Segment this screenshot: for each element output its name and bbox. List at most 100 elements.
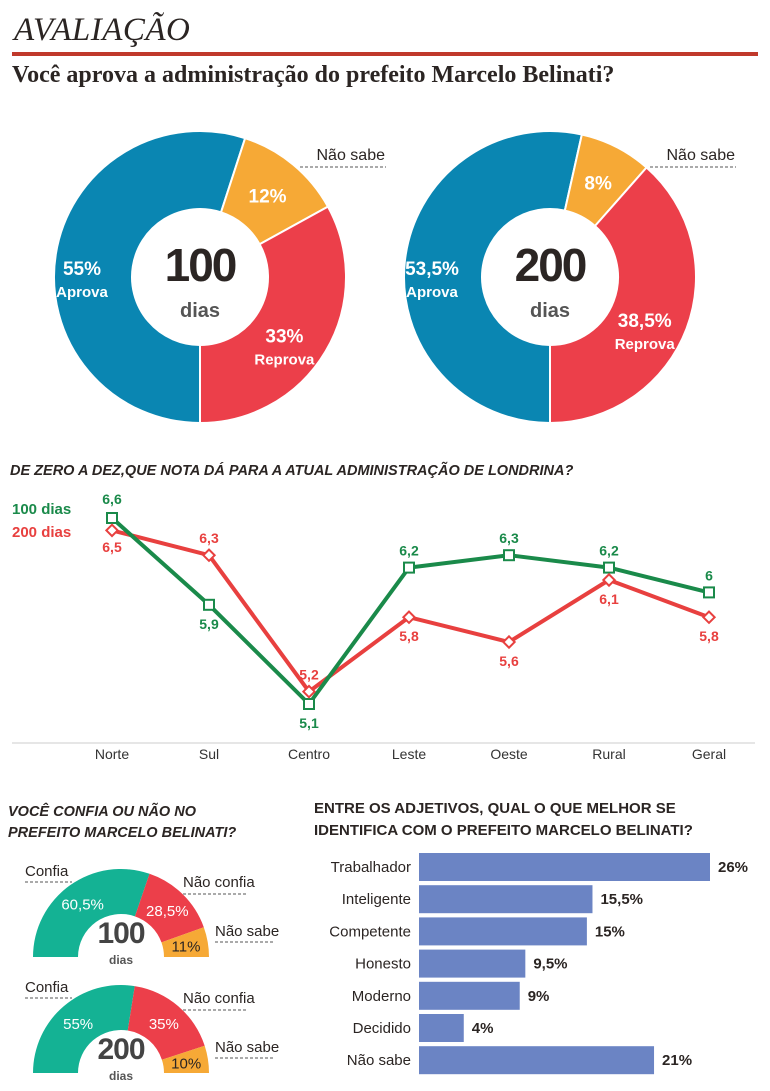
bar-category-label-6: Não sabe <box>347 1052 411 1069</box>
bar-5 <box>419 1014 464 1042</box>
gauge1-slice-nao-confia <box>134 873 204 943</box>
bar-4 <box>419 981 520 1010</box>
bar-category-label-4: Moderno <box>352 988 411 1005</box>
point-200-dias-1 <box>201 548 217 563</box>
gauge2-nao-confia-value: 35% <box>149 1016 179 1033</box>
donut2-aprova-label: Aprova <box>406 284 458 301</box>
gauge1-nao-confia-label: Não confia <box>183 874 255 891</box>
point-200-dias-3 <box>401 610 417 625</box>
donut1-slice-reprova <box>199 205 347 425</box>
gauge2-nao-sabe-value: 10% <box>171 1056 201 1073</box>
donut2-nao-sabe-callout: Não sabe <box>667 147 736 164</box>
data-label-100-dias-5: 6,2 <box>599 543 619 559</box>
bar-value-label-1: 15,5% <box>600 891 643 908</box>
x-tick-label-5: Rural <box>592 746 625 762</box>
donut1-slice-aprova <box>53 130 247 425</box>
gauge2-slice-nao-confia <box>127 986 205 1060</box>
adjectives-title-line2: IDENTIFICA COM O PREFEITO MARCELO BELINA… <box>314 822 693 839</box>
page-title: AVALIAÇÃO <box>14 12 191 48</box>
gauge1-slice-nao-sabe <box>161 927 209 957</box>
point-100-dias-6 <box>703 586 715 599</box>
donut1-aprova-value: 55% <box>63 259 101 280</box>
data-label-100-dias-2: 5,1 <box>299 715 319 731</box>
trust-title-line2: PREFEITO MARCELO BELINATI? <box>8 825 237 841</box>
data-label-200-dias-1: 6,3 <box>199 530 219 546</box>
gauge1-center-unit: dias <box>109 953 133 967</box>
x-tick-label-0: Norte <box>95 746 129 762</box>
gauge1-slice-confia <box>33 869 150 957</box>
bar-0 <box>419 853 710 881</box>
data-label-100-dias-6: 6 <box>705 567 713 583</box>
x-tick-label-2: Centro <box>288 746 330 762</box>
donut2-nao-sabe-value: 8% <box>584 174 612 195</box>
donut2-slice-aprova <box>403 130 584 425</box>
bar-value-label-4: 9% <box>528 988 550 1005</box>
bar-category-label-1: Inteligente <box>342 891 411 908</box>
x-tick-label-3: Leste <box>392 746 426 762</box>
trust-title-line1: VOCÊ CONFIA OU NÃO NO <box>8 804 196 820</box>
data-label-200-dias-2: 5,2 <box>299 667 319 683</box>
bar-value-label-5: 4% <box>472 1020 494 1037</box>
point-100-dias-4 <box>503 549 515 562</box>
bar-3 <box>419 949 526 978</box>
bar-1 <box>419 885 593 914</box>
adjectives-title-line1: ENTRE OS ADJETIVOS, QUAL O QUE MELHOR SE <box>314 800 676 817</box>
point-200-dias-5 <box>601 572 617 588</box>
gauge2-nao-confia-label: Não confia <box>183 990 255 1007</box>
gauge1-confia-label: Confia <box>25 863 69 880</box>
data-label-100-dias-0: 6,6 <box>102 491 122 507</box>
title-rule <box>12 52 758 56</box>
x-tick-label-6: Geral <box>692 746 726 762</box>
donut2-center-number: 200 <box>515 239 586 291</box>
donut1-center-unit: dias <box>180 300 220 322</box>
data-label-200-dias-6: 5,8 <box>699 628 719 644</box>
point-200-dias-4 <box>501 634 517 650</box>
gauge1-confia-value: 60,5% <box>61 896 104 913</box>
gauge1-nao-sabe-label: Não sabe <box>215 923 279 940</box>
donut1-center-number: 100 <box>165 239 236 291</box>
bar-value-label-0: 26% <box>718 859 748 876</box>
donut2-reprova-value: 38,5% <box>618 311 672 332</box>
donut2-slice-reprova <box>549 166 697 425</box>
data-label-100-dias-1: 5,9 <box>199 616 219 632</box>
point-100-dias-5 <box>603 561 615 574</box>
legend-200-dias: 200 dias <box>12 524 71 541</box>
donut1-nao-sabe-value: 12% <box>249 186 287 207</box>
donut1-aprova-label: Aprova <box>56 284 108 301</box>
data-label-200-dias-5: 6,1 <box>599 591 619 607</box>
point-100-dias-1 <box>203 598 215 611</box>
bar-value-label-6: 21% <box>662 1052 692 1069</box>
data-label-100-dias-3: 6,2 <box>399 543 419 559</box>
legend-100-dias: 100 dias <box>12 501 71 518</box>
line-chart-title: DE ZERO A DEZ,QUE NOTA DÁ PARA A ATUAL A… <box>10 463 574 479</box>
point-100-dias-2 <box>303 698 315 710</box>
bar-6 <box>419 1046 655 1075</box>
data-label-200-dias-4: 5,6 <box>499 653 519 669</box>
bar-category-label-0: Trabalhador <box>331 859 411 876</box>
gauge1-nao-sabe-value: 11% <box>172 939 201 956</box>
data-label-200-dias-0: 6,5 <box>102 539 122 555</box>
donut2-center-unit: dias <box>530 300 570 322</box>
bar-category-label-3: Honesto <box>355 956 411 973</box>
point-200-dias-0 <box>104 523 120 538</box>
donut1-reprova-value: 33% <box>265 326 303 347</box>
page-subtitle: Você aprova a administração do prefeito … <box>12 62 615 88</box>
bar-value-label-2: 15% <box>595 923 625 940</box>
gauge2-slice-confia <box>33 985 135 1073</box>
x-tick-label-1: Sul <box>199 746 219 762</box>
donut1-reprova-label: Reprova <box>254 351 315 368</box>
data-label-200-dias-3: 5,8 <box>399 628 419 644</box>
gauge1-center-number: 100 <box>97 917 144 950</box>
data-label-100-dias-4: 6,3 <box>499 530 519 546</box>
bar-value-label-3: 9,5% <box>533 956 567 973</box>
point-200-dias-6 <box>701 610 717 625</box>
donut2-aprova-value: 53,5% <box>405 259 459 280</box>
gauge2-confia-value: 55% <box>63 1016 93 1033</box>
bar-2 <box>419 917 587 946</box>
gauge2-confia-label: Confia <box>25 979 69 996</box>
bar-category-label-2: Competente <box>329 923 411 940</box>
gauge2-center-number: 200 <box>97 1033 144 1066</box>
donut1-nao-sabe-callout: Não sabe <box>317 147 386 164</box>
bar-category-label-5: Decidido <box>353 1020 411 1037</box>
